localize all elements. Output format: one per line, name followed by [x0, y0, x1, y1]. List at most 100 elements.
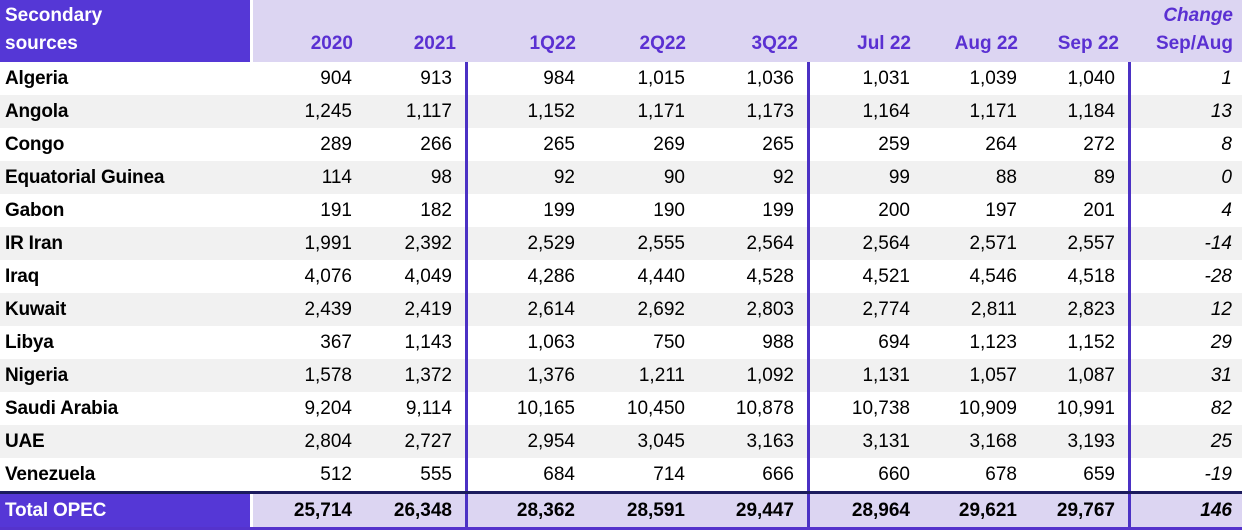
value-cell: 1,087 [1030, 359, 1131, 392]
change-cell: 13 [1210, 100, 1232, 122]
change-cell: 12 [1210, 298, 1232, 320]
value-cell: 92 [553, 166, 575, 188]
value-cell: 1,040 [1030, 62, 1131, 95]
value-cell: 201 [1030, 194, 1131, 227]
value-cell: 269 [653, 133, 685, 155]
value-cell: 1,031 [862, 67, 910, 89]
change-cell: -19 [1204, 463, 1232, 485]
value-cell: 1,123 [969, 331, 1017, 353]
value-cell: 1,152 [1030, 326, 1131, 359]
value-cell: 191 [320, 199, 352, 221]
value-cell: 1,173 [698, 95, 810, 128]
value-cell: 512 [320, 463, 352, 485]
value-cell: 3,163 [698, 425, 810, 458]
change-cell: 0 [1221, 166, 1232, 188]
value-cell: 659 [1030, 458, 1131, 491]
value-cell: 913 [365, 62, 468, 95]
value-cell: 88 [995, 166, 1017, 188]
value-cell: 1,039 [969, 67, 1017, 89]
country-name: Angola [5, 100, 69, 122]
column-header: Aug 22 [923, 0, 1030, 62]
value-cell: 678 [985, 463, 1017, 485]
value-cell: 265 [698, 128, 810, 161]
value-cell: 2,419 [365, 293, 468, 326]
value-cell: 265 [543, 133, 575, 155]
country-name: Equatorial Guinea [5, 166, 165, 188]
value-cell: 266 [365, 128, 468, 161]
country-name: UAE [5, 430, 45, 452]
value-cell: 1,131 [862, 364, 910, 386]
value-cell: 3,193 [1030, 425, 1131, 458]
value-cell: 2,823 [1030, 293, 1131, 326]
table-row: Equatorial Guinea 114 98 92 90 92 99 88 89 0 [0, 161, 1242, 194]
column-header: 3Q22 [698, 0, 810, 62]
change-cell: -14 [1204, 232, 1232, 254]
value-cell: 2,529 [527, 232, 575, 254]
value-cell: 2,392 [365, 227, 468, 260]
total-value-cell: 25,714 [253, 494, 365, 527]
value-cell: 182 [365, 194, 468, 227]
value-cell: 2,954 [527, 430, 575, 452]
value-cell: 367 [320, 331, 352, 353]
value-cell: 1,057 [969, 364, 1017, 386]
table-row: Libya 367 1,143 1,063 750 988 694 1,123 1,152 29 [0, 326, 1242, 359]
value-cell: 10,738 [851, 397, 910, 419]
value-cell: 2,564 [698, 227, 810, 260]
value-cell: 4,049 [365, 260, 468, 293]
value-cell: 2,614 [527, 298, 575, 320]
value-cell: 10,450 [626, 397, 685, 419]
value-cell: 2,439 [304, 298, 352, 320]
total-value-cell: 29,767 [1030, 494, 1131, 527]
table-row: UAE 2,804 2,727 2,954 3,045 3,163 3,131 3,168 3,… [0, 425, 1242, 458]
value-cell: 1,117 [365, 95, 468, 128]
value-cell: 1,171 [969, 100, 1017, 122]
change-cell: 31 [1210, 364, 1232, 386]
value-cell: 750 [653, 331, 685, 353]
value-cell: 1,211 [638, 364, 685, 386]
table-row: Venezuela 512 555 684 714 666 660 678 659 -19 [0, 458, 1242, 491]
table-row: Saudi Arabia 9,204 9,114 10,165 10,450 10,878… [0, 392, 1242, 425]
value-cell: 4,286 [527, 265, 575, 287]
value-cell: 4,521 [862, 265, 910, 287]
country-name: Venezuela [5, 463, 96, 485]
table-row: Angola 1,245 1,117 1,152 1,171 1,173 1,164 1,17… [0, 95, 1242, 128]
value-cell: 3,131 [862, 430, 910, 452]
table-row: Iraq 4,076 4,049 4,286 4,440 4,528 4,521 4,546 4… [0, 260, 1242, 293]
change-header-sublabel: Sep/Aug [1155, 33, 1233, 55]
title-line1: Secondary [5, 5, 103, 26]
country-name: Algeria [5, 67, 69, 89]
value-cell: 10,909 [958, 397, 1017, 419]
value-cell: 666 [698, 458, 810, 491]
value-cell: 92 [698, 161, 810, 194]
table-row: IR Iran 1,991 2,392 2,529 2,555 2,564 2,564 2,5… [0, 227, 1242, 260]
value-cell: 988 [698, 326, 810, 359]
value-cell: 1,991 [304, 232, 352, 254]
value-cell: 190 [653, 199, 685, 221]
change-cell: 25 [1210, 430, 1232, 452]
change-column-header: Change Sep/Aug [1131, 0, 1242, 62]
value-cell: 289 [320, 133, 352, 155]
change-cell: 4 [1221, 199, 1232, 221]
value-cell: 90 [663, 166, 685, 188]
column-header: 2Q22 [588, 0, 698, 62]
value-cell: 1,245 [304, 100, 352, 122]
value-cell: 555 [365, 458, 468, 491]
total-value-cell: 26,348 [365, 494, 468, 527]
value-cell: 199 [698, 194, 810, 227]
country-name: Libya [5, 331, 54, 353]
value-cell: 10,165 [516, 397, 575, 419]
table-row: Algeria 904 913 984 1,015 1,036 1,031 1,039 1,04… [0, 62, 1242, 95]
value-cell: 1,036 [698, 62, 810, 95]
value-cell: 98 [365, 161, 468, 194]
column-header: 1Q22 [468, 0, 588, 62]
change-cell: 29 [1210, 331, 1232, 353]
value-cell: 4,546 [969, 265, 1017, 287]
value-cell: 3,168 [969, 430, 1017, 452]
value-cell: 197 [985, 199, 1017, 221]
change-cell: 82 [1210, 397, 1232, 419]
column-header: 2021 [365, 0, 468, 62]
value-cell: 2,571 [969, 232, 1017, 254]
value-cell: 114 [321, 166, 352, 188]
value-cell: 1,578 [304, 364, 352, 386]
value-cell: 1,372 [365, 359, 468, 392]
